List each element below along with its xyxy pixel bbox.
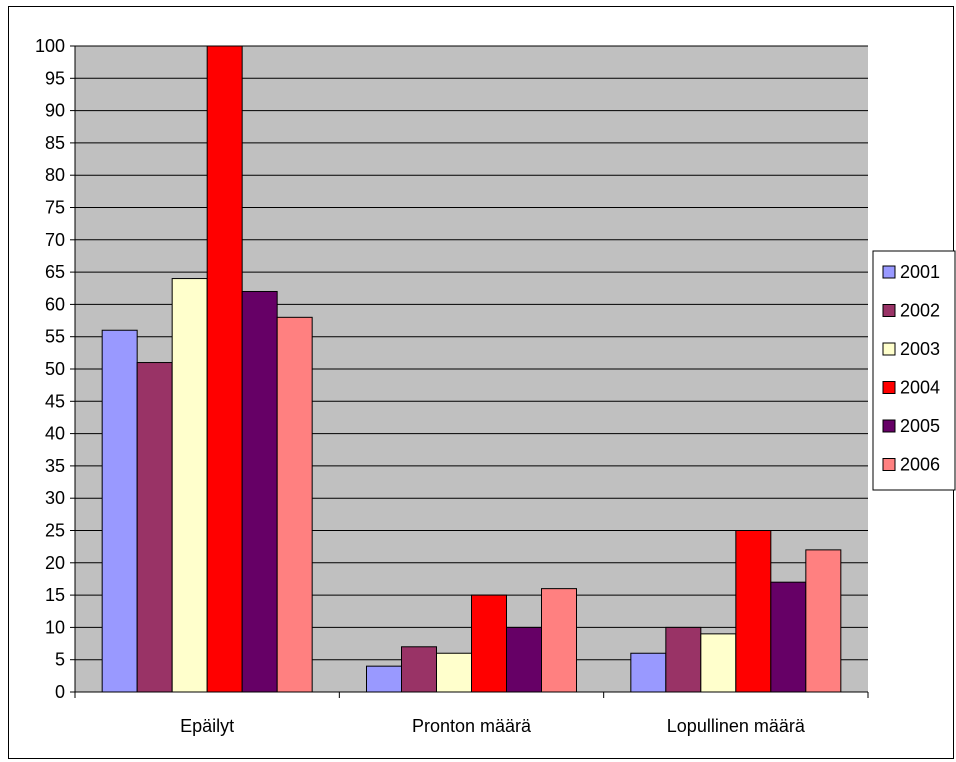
legend-label: 2006: [900, 455, 940, 475]
y-tick-label: 65: [45, 262, 65, 282]
bar-2001-2: [366, 665, 402, 693]
x-category-label: Lopullinen määrä: [667, 716, 806, 736]
legend-swatch: [882, 342, 896, 356]
bar-2006-2: [541, 588, 577, 693]
y-tick-label: 55: [45, 327, 65, 347]
y-tick-label: 100: [35, 36, 65, 56]
legend: 2001 2002 2003 2004 2005 2006: [872, 250, 956, 491]
y-tick-label: 75: [45, 198, 65, 218]
bar-2006-3: [805, 549, 842, 693]
bar-2003-2: [436, 652, 472, 693]
bar-2002-1: [136, 362, 173, 693]
legend-label: 2001: [900, 262, 940, 282]
y-tick-labels: 0 5 10 15 20 25 30 35 40 45 50 55 60 65 70 75 80 85 90 95 10…: [35, 36, 65, 702]
bar-2005-3: [770, 581, 807, 693]
bar-2003-1: [171, 278, 208, 693]
legend-swatch: [882, 304, 896, 317]
y-tick-label: 10: [45, 617, 65, 637]
bar-2005-2: [506, 626, 542, 693]
legend-label: 2004: [900, 378, 940, 398]
legend-swatch: [882, 381, 896, 394]
bar-2001-3: [630, 652, 667, 693]
bar-2002-3: [665, 626, 702, 693]
x-category-labels: Epäilyt Pronton määrä Lopullinen määrä: [180, 716, 806, 736]
bar-2004-2: [471, 594, 507, 693]
y-tick-label: 85: [45, 133, 65, 153]
bar-2005-1: [241, 290, 278, 693]
x-category-label: Epäilyt: [180, 716, 234, 736]
y-tick-label: 35: [45, 456, 65, 476]
bar-2006-1: [276, 316, 313, 693]
y-tick-label: 50: [45, 359, 65, 379]
bar-2004-3: [735, 530, 772, 693]
bar-2003-3: [700, 633, 737, 693]
legend-swatch: [882, 458, 896, 471]
axes: [74, 46, 869, 698]
legend-label: 2005: [900, 416, 940, 436]
y-tick-label: 0: [55, 682, 65, 702]
y-tick-label: 45: [45, 391, 65, 411]
y-tick-label: 70: [45, 230, 65, 250]
legend-label: 2002: [900, 301, 940, 321]
y-tick-label: 20: [45, 553, 65, 573]
y-tick-label: 5: [55, 650, 65, 670]
y-tick-label: 15: [45, 585, 65, 605]
legend-box: [872, 250, 956, 491]
y-tick-label: 40: [45, 424, 65, 444]
legend-swatch: [882, 265, 896, 279]
bar-2001-1: [101, 329, 138, 693]
y-tick-label: 90: [45, 101, 65, 121]
bars: [101, 45, 842, 693]
x-category-label: Pronton määrä: [412, 716, 532, 736]
y-tick-label: 95: [45, 68, 65, 88]
legend-label: 2003: [900, 339, 940, 359]
bar-2004-1: [206, 45, 243, 693]
y-tick-label: 30: [45, 488, 65, 508]
legend-swatch: [882, 419, 896, 433]
y-tick-label: 80: [45, 165, 65, 185]
bar-2002-2: [401, 646, 437, 693]
y-tick-label: 25: [45, 521, 65, 541]
y-tick-label: 60: [45, 294, 65, 314]
